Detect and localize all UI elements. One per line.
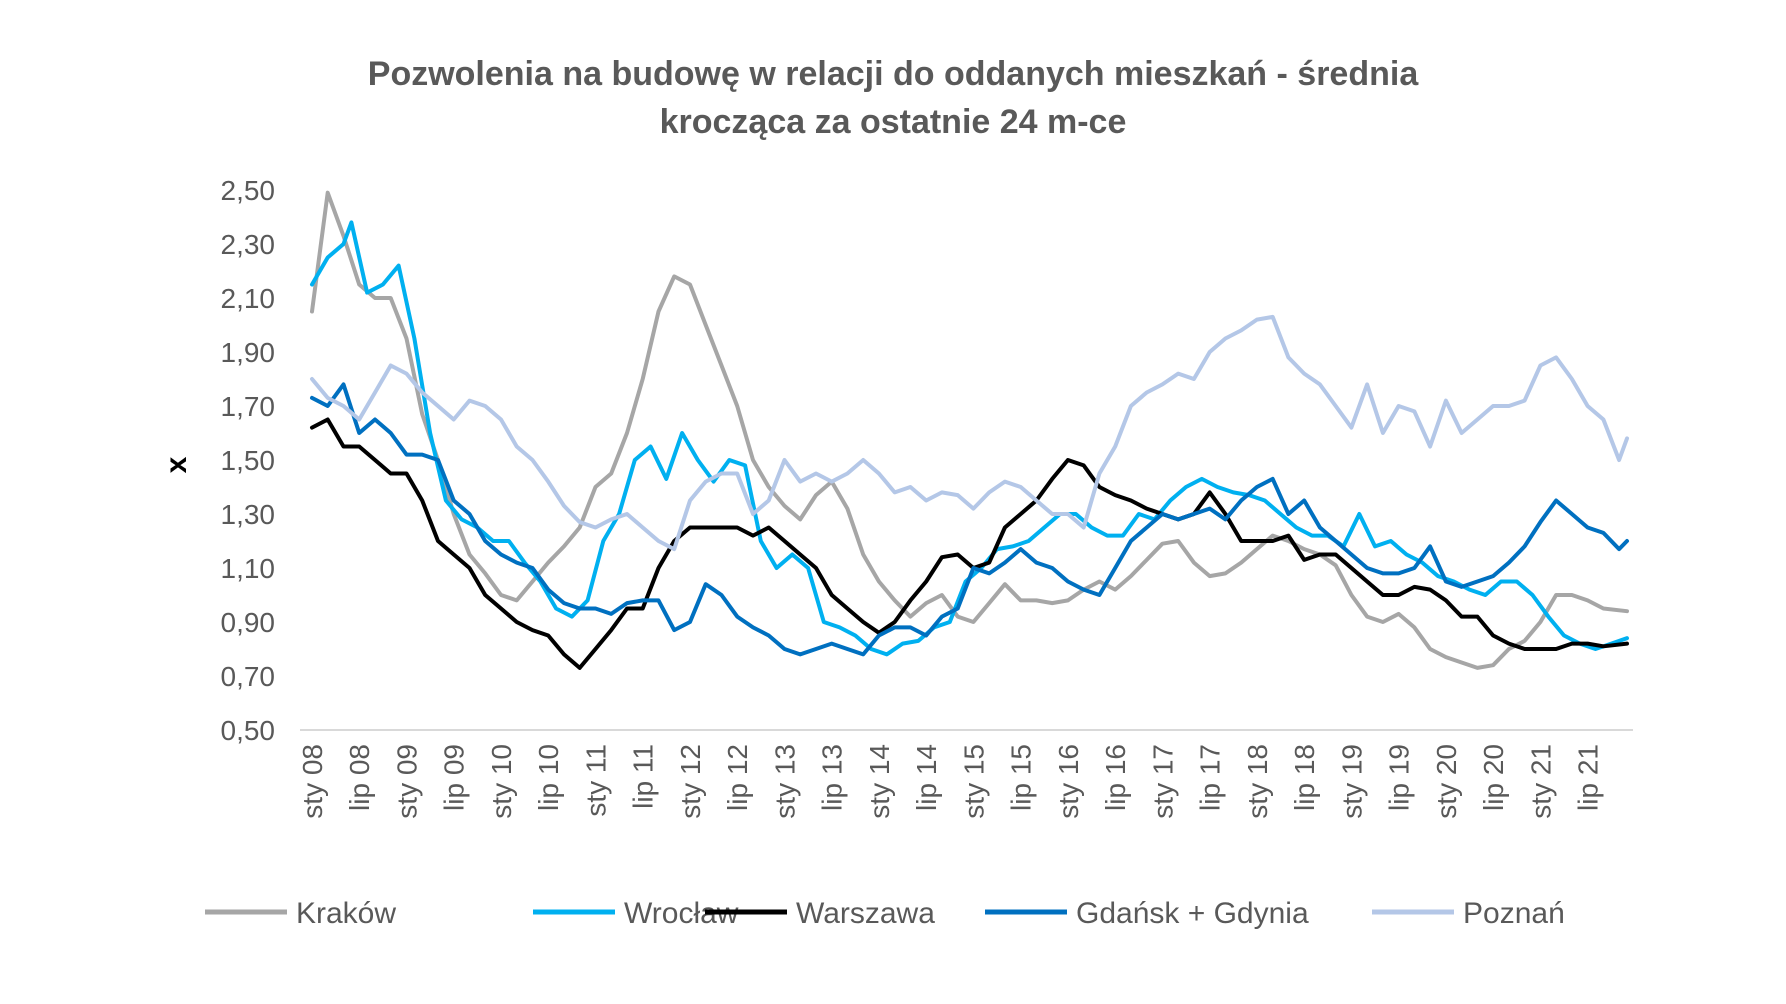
legend: Kraków Wrocław Warszawa Gdańsk + Gdynia Pozn…: [205, 897, 1565, 930]
series-line-3: [310, 382, 1629, 657]
y-tick-label: 0,70: [221, 661, 276, 692]
x-tick-label: sty 16: [1053, 744, 1084, 819]
x-tick-label: sty 13: [769, 744, 800, 819]
y-tick-label: 0,90: [221, 607, 276, 638]
y-tick-label: 1,90: [221, 337, 276, 368]
series-line-0: [310, 190, 1629, 670]
x-tick-label: lip 13: [817, 744, 848, 811]
x-tick-label: sty 11: [580, 744, 611, 817]
legend-label-4: Poznań: [1463, 897, 1565, 930]
x-tick-label: sty 09: [391, 744, 422, 819]
x-tick-label: lip 16: [1100, 744, 1131, 811]
x-tick-label: lip 18: [1289, 744, 1320, 811]
x-tick-label: lip 10: [533, 744, 564, 811]
x-tick-label: lip 20: [1478, 744, 1509, 811]
y-axis-ticks: 0,50 0,70 0,90 1,10 1,30 1,50 1,70 1,90 2,10 2,30…: [221, 175, 276, 746]
x-tick-label: lip 08: [344, 744, 375, 811]
legend-label-3: Gdańsk + Gdynia: [1076, 897, 1309, 930]
y-tick-label: 2,10: [221, 283, 276, 314]
chart-title-line-2: krocząca za ostatnie 24 m-ce: [660, 103, 1127, 141]
x-tick-label: lip 21: [1573, 744, 1604, 811]
chart-title-line-1: Pozwolenia na budowę w relacji do oddany…: [368, 55, 1420, 93]
y-tick-label: 2,30: [221, 229, 276, 260]
x-axis-ticks: sty 08 lip 08 sty 09 lip 09 sty 10 lip 10 sty …: [297, 744, 1604, 819]
x-tick-label: sty 12: [675, 744, 706, 819]
y-tick-label: 0,50: [221, 715, 276, 746]
y-tick-label: 1,10: [221, 553, 276, 584]
x-tick-label: sty 15: [958, 744, 989, 819]
legend-label-2: Warszawa: [796, 897, 935, 930]
y-axis-label: x: [160, 456, 193, 473]
x-tick-label: sty 18: [1242, 744, 1273, 819]
legend-label-0: Kraków: [296, 897, 396, 930]
y-tick-label: 1,70: [221, 391, 276, 422]
x-tick-label: sty 08: [297, 744, 328, 819]
x-tick-label: lip 11: [628, 744, 659, 809]
x-tick-label: sty 14: [864, 744, 895, 819]
x-tick-label: lip 14: [911, 744, 942, 811]
y-tick-label: 2,50: [221, 175, 276, 206]
series-line-1: [310, 220, 1629, 657]
x-tick-label: lip 15: [1006, 744, 1037, 811]
x-tick-label: lip 12: [722, 744, 753, 811]
series-line-4: [310, 314, 1629, 552]
chart-title: Pozwolenia na budowę w relacji do oddany…: [368, 55, 1420, 141]
y-tick-label: 1,50: [221, 445, 276, 476]
x-tick-label: lip 19: [1384, 744, 1415, 811]
x-tick-label: sty 20: [1431, 744, 1462, 819]
series-lines: [310, 190, 1629, 670]
x-tick-label: sty 21: [1525, 744, 1556, 819]
series-line-2: [310, 417, 1629, 670]
x-tick-label: sty 10: [486, 744, 517, 819]
x-tick-label: lip 09: [439, 744, 470, 811]
y-tick-label: 1,30: [221, 499, 276, 530]
x-tick-label: lip 17: [1195, 744, 1226, 811]
x-tick-label: sty 17: [1147, 744, 1178, 819]
x-tick-label: sty 19: [1336, 744, 1367, 819]
